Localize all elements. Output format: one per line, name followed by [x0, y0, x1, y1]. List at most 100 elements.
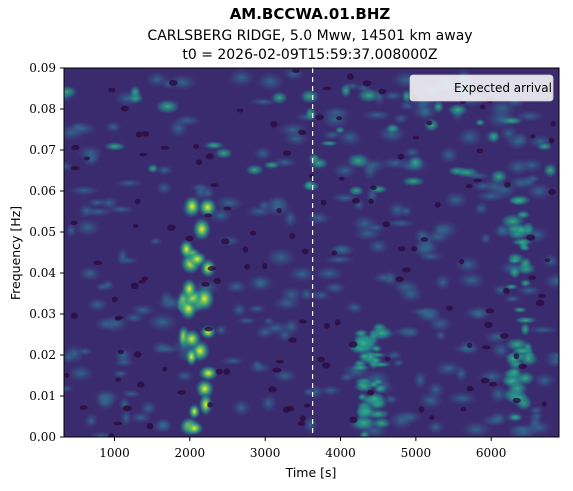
spectrogram-cell: [151, 341, 173, 355]
spectrogram-cell: [302, 387, 316, 397]
spectrogram-null: [348, 341, 358, 348]
spectrogram-cell: [361, 109, 393, 121]
spectrogram-energy: [454, 167, 480, 178]
spectrogram-cell: [303, 415, 318, 435]
spectrogram-null: [484, 321, 493, 329]
spectrogram-null: [139, 152, 148, 157]
spectrogram-energy: [214, 147, 234, 159]
y-axis-ticks: 0.00 0.01 0.02 0.03 0.04 0.05 0.06 0.07 0.08 0.09: [29, 61, 64, 444]
spectrogram-cell: [388, 410, 415, 431]
spectrogram-energy: [155, 99, 181, 114]
spectrogram-energy: [182, 195, 202, 218]
spectrogram-cell: [101, 279, 115, 291]
spectrogram-null: [133, 351, 142, 358]
spectrogram-null: [518, 363, 528, 369]
spectrogram-cell: [461, 421, 492, 437]
spectrogram-cell: [541, 253, 559, 269]
spectrogram-energy: [353, 380, 375, 393]
spectrogram-null: [162, 366, 168, 372]
legend: Expected arrival: [409, 74, 554, 102]
chart-subtitle-line1: CARLSBERG RIDGE, 5.0 Mww, 14501 km away: [147, 28, 472, 44]
y-tick-label: 0.00: [29, 430, 56, 444]
spectrogram-null: [412, 135, 420, 140]
spectrogram-cell: [314, 266, 344, 281]
spectrogram-cell: [398, 284, 423, 304]
spectrogram-null: [538, 293, 546, 298]
spectrogram-energy: [357, 87, 381, 103]
spectrogram-null: [346, 73, 354, 80]
spectrogram-null: [93, 260, 103, 266]
spectrogram-cell: [381, 90, 405, 101]
spectrogram-cell: [107, 204, 135, 214]
spectrogram-cell: [73, 218, 102, 237]
spectrogram-cell: [372, 271, 396, 285]
spectrogram-null: [402, 267, 411, 273]
spectrogram-cell: [84, 412, 99, 429]
y-axis-label: Frequency [Hz]: [8, 206, 23, 300]
spectrogram-null: [134, 198, 141, 205]
spectrogram-energy: [353, 335, 373, 351]
spectrogram-cell: [83, 207, 113, 217]
spectrogram-cell: [113, 178, 144, 188]
spectrogram-cell: [265, 247, 297, 268]
spectrogram-null: [466, 385, 474, 392]
spectrogram-null: [236, 108, 244, 113]
spectrogram-cell: [273, 295, 301, 312]
spectrogram-null: [418, 406, 425, 413]
spectrogram-cell: [155, 181, 173, 195]
spectrogram-cell: [129, 411, 152, 424]
spectrogram-null: [368, 198, 375, 205]
spectrogram-null: [210, 183, 219, 188]
spectrogram-cell: [67, 122, 98, 136]
spectrogram-cell: [491, 180, 518, 200]
spectrogram-null: [541, 401, 547, 407]
spectrogram-cell: [245, 205, 274, 218]
spectrogram-energy: [506, 380, 528, 397]
spectrogram-energy: [368, 356, 383, 365]
chart-subtitle-line2: t0 = 2026-02-09T15:59:37.008000Z: [182, 47, 437, 63]
spectrogram-energy: [103, 141, 126, 151]
spectrogram-energy: [447, 103, 469, 116]
spectrogram-null: [204, 213, 212, 218]
spectrogram-null: [285, 405, 295, 412]
spectrogram-cell: [533, 372, 556, 389]
spectrogram-energy: [181, 277, 198, 301]
spectrogram-null: [297, 421, 306, 427]
spectrogram-energy: [351, 414, 377, 431]
spectrogram-null: [113, 421, 122, 426]
spectrogram-cell: [78, 265, 102, 282]
spectrogram-null: [71, 145, 80, 150]
spectrogram-energy: [543, 162, 558, 178]
spectrogram-cell: [148, 237, 163, 246]
spectrogram-null: [382, 221, 391, 228]
spectrogram-cell: [246, 274, 275, 292]
spectrogram-cell: [502, 294, 523, 304]
spectrogram-cell: [262, 316, 275, 326]
spectrogram-cell: [231, 301, 248, 318]
spectrogram-null: [167, 224, 176, 231]
spectrogram-null: [141, 276, 149, 281]
x-axis-ticks: 1000 2000 3000 4000 5000 6000: [99, 437, 506, 460]
spectrogram-energy: [146, 163, 159, 174]
spectrogram-cell: [322, 281, 347, 295]
spectrogram-energy: [203, 141, 225, 150]
spectrogram-energy: [129, 85, 141, 100]
legend-box: [409, 74, 554, 102]
spectrogram-null: [108, 87, 116, 93]
spectrogram-null: [362, 80, 372, 87]
spectrogram-null: [262, 262, 268, 270]
spectrogram-null: [275, 359, 284, 364]
spectrogram-cell: [65, 223, 78, 238]
spectrogram-energy: [512, 306, 528, 314]
spectrogram-cell: [434, 273, 452, 291]
spectrogram-null: [177, 390, 186, 395]
spectrogram-energy: [507, 257, 522, 264]
spectrogram-cell: [543, 354, 559, 368]
x-tick-label: 6000: [476, 446, 507, 460]
spectrogram-cell: [220, 356, 246, 366]
spectrogram-cell: [337, 128, 363, 147]
spectrogram-cell: [474, 201, 489, 216]
spectrogram-energy: [519, 279, 532, 288]
spectrogram-energy: [520, 322, 531, 337]
spectrogram-cell: [299, 287, 315, 302]
